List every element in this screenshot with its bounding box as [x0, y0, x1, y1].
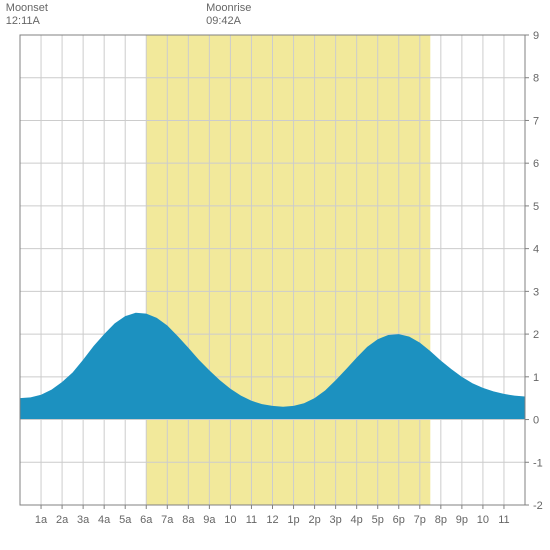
x-tick-label: 2p: [308, 514, 320, 526]
moonrise-time: 09:42A: [206, 15, 251, 28]
x-tick-label: 6p: [393, 514, 405, 526]
x-tick-label: 11: [498, 514, 509, 526]
x-tick-label: 4a: [98, 514, 111, 526]
y-tick-label: -1: [533, 457, 543, 469]
y-tick-label: 5: [533, 201, 539, 213]
x-tick-label: 2a: [56, 514, 69, 526]
y-tick-label: -2: [533, 500, 543, 512]
x-tick-label: 1p: [287, 514, 299, 526]
y-tick-label: 6: [533, 158, 539, 170]
x-tick-label: 7a: [161, 514, 174, 526]
x-tick-label: 4p: [351, 514, 363, 526]
x-tick-label: 1a: [35, 514, 48, 526]
y-tick-label: 7: [533, 115, 539, 127]
x-tick-label: 3p: [330, 514, 342, 526]
x-tick-label: 5p: [372, 514, 384, 526]
tide-chart: Moonset 12:11A Moonrise 09:42A -2-101234…: [0, 0, 550, 550]
y-tick-label: 9: [533, 30, 539, 42]
x-tick-label: 3a: [77, 514, 90, 526]
moonrise-title: Moonrise: [206, 2, 251, 15]
moonset-title: Moonset: [6, 2, 48, 15]
x-tick-label: 11: [246, 514, 257, 526]
x-tick-label: 9p: [456, 514, 468, 526]
y-tick-label: 4: [533, 244, 539, 256]
moon-band: [146, 35, 430, 505]
moonrise-label: Moonrise 09:42A: [206, 2, 251, 28]
x-tick-label: 5a: [119, 514, 132, 526]
y-tick-label: 2: [533, 329, 539, 341]
x-tick-label: 10: [224, 514, 236, 526]
x-tick-label: 9a: [203, 514, 216, 526]
moonset-time: 12:11A: [6, 15, 48, 28]
y-tick-label: 8: [533, 73, 539, 85]
y-tick-label: 3: [533, 286, 539, 298]
y-tick-label: 0: [533, 415, 539, 427]
x-tick-label: 8a: [182, 514, 195, 526]
x-tick-label: 7p: [414, 514, 426, 526]
x-tick-label: 8p: [435, 514, 447, 526]
moonset-label: Moonset 12:11A: [6, 2, 48, 28]
x-tick-label: 10: [477, 514, 489, 526]
y-tick-label: 1: [533, 372, 539, 384]
x-tick-label: 6a: [140, 514, 153, 526]
x-tick-label: 12: [266, 514, 278, 526]
chart-svg: -2-101234567891a2a3a4a5a6a7a8a9a1011121p…: [0, 0, 550, 550]
